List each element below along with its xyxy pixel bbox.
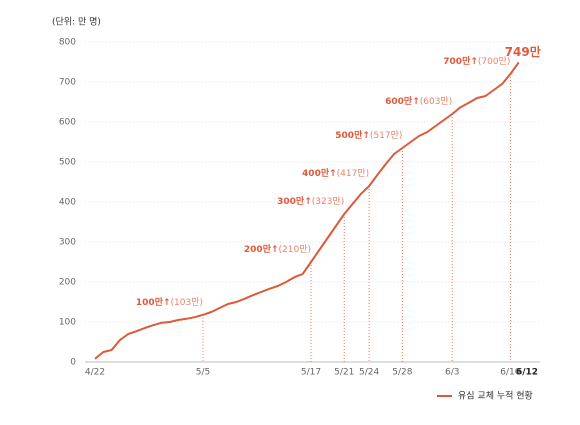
marker-text: 500만↑ <box>335 129 370 141</box>
marker-detail: (103만) <box>171 296 203 307</box>
marker-detail: (517만) <box>370 130 402 141</box>
y-tick-label: 100 <box>59 318 76 328</box>
y-tick-label: 500 <box>59 158 76 168</box>
marker-label: 200만↑(210만) <box>244 243 311 255</box>
marker-label: 700만↑(700만) <box>443 55 510 67</box>
y-tick-label: 600 <box>59 118 76 128</box>
y-tick-label: 400 <box>59 198 76 208</box>
x-tick-label: 5/24 <box>359 368 379 378</box>
marker-detail: (417만) <box>337 168 369 179</box>
x-tick-label: 5/5 <box>196 368 210 378</box>
y-tick-label: 200 <box>59 278 76 288</box>
marker-detail: (603만) <box>420 96 452 107</box>
marker-detail: (210만) <box>279 244 311 255</box>
marker-detail: (323만) <box>312 196 344 207</box>
marker-label: 100만↑(103만) <box>136 295 203 307</box>
x-tick-label: 5/17 <box>301 368 321 378</box>
marker-label: 300만↑(323만) <box>277 195 344 207</box>
x-tick-label: 5/21 <box>334 368 354 378</box>
marker-label: 400만↑(417만) <box>302 167 369 179</box>
marker-text: 200만↑ <box>244 243 279 255</box>
legend-label: 유심 교체 누적 현황 <box>458 390 533 402</box>
y-tick-label: 0 <box>70 358 76 368</box>
marker-text: 700만↑ <box>443 55 478 67</box>
y-tick-label: 700 <box>59 78 76 88</box>
y-tick-label: 800 <box>59 38 76 48</box>
data-line <box>94 61 520 360</box>
marker-text: 400만↑ <box>302 167 337 179</box>
x-tick-label: 5/28 <box>392 368 412 378</box>
marker-detail: (700만) <box>478 56 510 67</box>
x-tick-label: 4/22 <box>85 368 105 378</box>
unit-label: (단위: 만 명) <box>52 17 101 28</box>
marker-text: 600만↑ <box>385 95 420 107</box>
value-label: 749만 <box>505 44 541 59</box>
x-tick-label: 6/10 <box>500 368 520 378</box>
marker-text: 100만↑ <box>136 295 171 307</box>
x-tick-label: 6/12 <box>516 368 538 378</box>
marker-text: 300만↑ <box>277 195 312 207</box>
y-tick-label: 300 <box>59 238 76 248</box>
marker-label: 500만↑(517만) <box>335 129 402 141</box>
marker-label: 600만↑(603만) <box>385 95 452 107</box>
x-tick-label: 6/3 <box>445 368 459 378</box>
